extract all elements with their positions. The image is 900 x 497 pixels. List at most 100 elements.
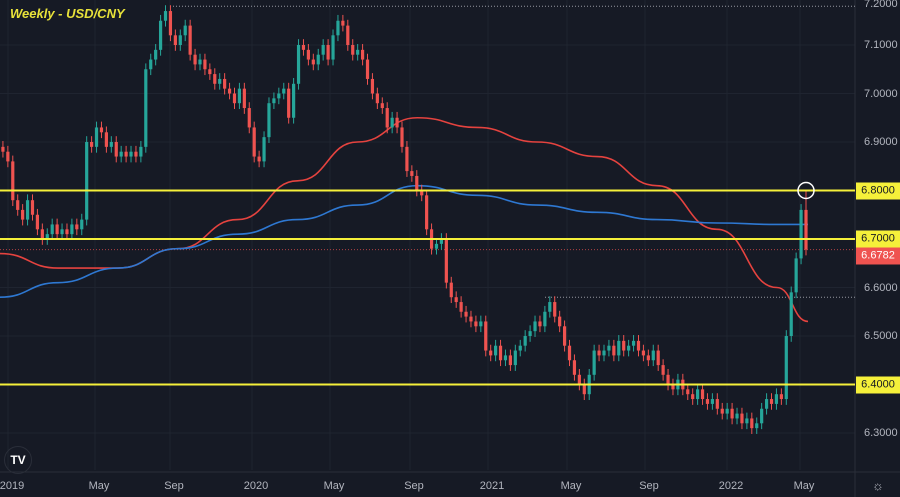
candle-body <box>287 88 291 118</box>
candle-body <box>439 239 444 244</box>
candle-body <box>444 239 448 283</box>
candle-body <box>311 59 315 65</box>
candle-body <box>129 151 133 157</box>
candle-body <box>498 345 503 361</box>
candle-body <box>405 146 409 172</box>
candle-body <box>346 25 350 45</box>
candle-body <box>163 11 168 21</box>
candle-body <box>50 224 54 235</box>
x-tick-label: May <box>560 480 582 492</box>
x-tick-label: 2021 <box>479 480 505 492</box>
candle-body <box>696 389 700 400</box>
candle-body <box>292 83 296 118</box>
moving-average-blue <box>0 184 808 298</box>
candle-body <box>331 35 335 60</box>
y-tick-label: 6.9000 <box>864 136 898 148</box>
candle-body <box>489 350 493 356</box>
candle-body <box>715 399 719 409</box>
candle-body <box>617 340 621 356</box>
candle-body <box>415 175 419 191</box>
candle-body <box>351 45 355 55</box>
x-tick-label: 2020 <box>243 480 269 492</box>
candle-body <box>513 350 517 366</box>
candle-body <box>80 219 84 230</box>
x-tick-label: Sep <box>404 480 424 492</box>
candle-body <box>242 88 246 109</box>
candle-body <box>16 200 20 210</box>
tradingview-logo[interactable]: TV <box>4 446 32 474</box>
candle-body <box>494 345 498 356</box>
candle-body <box>740 413 744 424</box>
candle-body <box>40 229 44 239</box>
candle-body <box>543 311 547 327</box>
candle-body <box>567 345 572 361</box>
candle-body <box>168 11 173 36</box>
candle-body <box>144 69 148 147</box>
candle-body <box>631 340 636 346</box>
candle-body <box>523 336 527 346</box>
candle-body <box>627 345 631 351</box>
candle-body <box>60 229 64 235</box>
candle-body <box>725 408 729 414</box>
candle-body <box>641 350 646 356</box>
candle-body <box>21 209 25 220</box>
candle-body <box>646 355 650 361</box>
candle-body <box>11 161 15 201</box>
candle-body <box>114 142 118 157</box>
candle-body <box>562 326 567 346</box>
candle-body <box>267 103 271 138</box>
annotation-circle <box>797 181 815 200</box>
candle-body <box>326 45 330 60</box>
candle-body <box>94 127 99 147</box>
candle-body <box>154 49 158 60</box>
candle-body <box>686 389 690 395</box>
candle-body <box>173 35 177 45</box>
candle-body <box>227 88 232 94</box>
y-tick-label: 7.0000 <box>864 87 898 100</box>
candle-body <box>30 200 35 215</box>
candle-body <box>612 345 616 356</box>
candle-body <box>799 209 803 259</box>
candle-body <box>360 49 365 60</box>
candle-body <box>528 331 532 336</box>
candle-body <box>321 45 325 55</box>
candle-body <box>710 399 714 404</box>
candle-body <box>198 59 202 65</box>
chart-title: Weekly - USD/CNY <box>10 6 125 21</box>
candle-body <box>35 214 40 230</box>
settings-gear-icon[interactable]: ☼ <box>872 478 884 493</box>
candle-body <box>223 78 227 89</box>
candle-body <box>622 340 626 351</box>
candle-body <box>109 142 113 147</box>
candle-body <box>232 93 237 104</box>
candle-body <box>119 151 123 157</box>
candle-body <box>139 146 143 157</box>
candle-body <box>149 59 153 70</box>
candle-body <box>272 98 276 104</box>
candle-body <box>341 20 345 26</box>
candle-body <box>764 399 769 409</box>
candle-body <box>651 350 655 361</box>
candle-body <box>700 389 705 400</box>
candle-body <box>400 127 404 147</box>
candle-body <box>636 340 641 351</box>
candle-body <box>454 297 458 303</box>
candle-body <box>774 394 779 404</box>
candle-body <box>459 302 463 312</box>
candle-body <box>671 384 675 390</box>
candle-body <box>474 321 478 327</box>
candle-body <box>730 408 734 419</box>
candle-body <box>410 171 414 176</box>
candle-body <box>794 258 798 293</box>
candle-body <box>656 350 660 366</box>
y-tick-label: 6.3000 <box>864 427 898 439</box>
y-tick-label: 7.1000 <box>864 39 898 51</box>
candle-body <box>306 49 310 60</box>
candle-body <box>85 142 89 220</box>
candle-body <box>425 195 429 230</box>
candle-body <box>582 384 586 395</box>
level-price-label: 6.4000 <box>856 376 900 393</box>
y-tick-label: 6.6000 <box>864 281 898 294</box>
x-tick-label: 2022 <box>718 480 744 492</box>
